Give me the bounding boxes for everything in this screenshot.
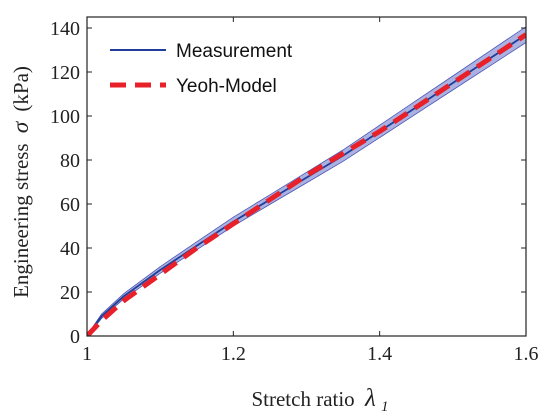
x-tick-label: 1.6 [514, 343, 539, 365]
y-tick-label: 40 [60, 238, 80, 260]
y-tick-label: 100 [50, 106, 80, 128]
legend-label-measurement: Measurement [176, 41, 293, 62]
legend-label-yeoh-model: Yeoh-Model [176, 76, 277, 97]
x-tick-label: 1 [82, 343, 92, 365]
y-tick-label: 140 [50, 18, 80, 40]
x-axis-label-symbol: λ [364, 385, 376, 412]
legend: Measurement Yeoh-Model [110, 41, 293, 97]
axes-frame [86, 16, 527, 337]
x-axis-label-text: Stretch ratio [251, 387, 354, 411]
y-tick-label: 20 [60, 282, 80, 304]
y-tick-label: 80 [60, 150, 80, 172]
y-axis-label-unit: (kPa) [9, 66, 33, 112]
x-axis-label: Stretch ratio λ 1 [251, 385, 388, 415]
y-tick-label: 60 [60, 194, 80, 216]
y-axis-label-symbol: σ [8, 120, 33, 133]
x-axis-label-subscript: 1 [381, 399, 389, 415]
y-tick-label: 120 [50, 62, 80, 84]
y-tick-label: 0 [70, 326, 80, 348]
axis-ticks: 1 1.2 1.4 1.6 0 20 40 60 80 100 120 140 [50, 17, 539, 365]
y-axis-label: Engineering stress σ (kPa) [8, 66, 33, 298]
series-line-yeoh-model [87, 32, 526, 336]
y-axis-label-text: Engineering stress [9, 143, 33, 298]
plot-area [87, 26, 526, 336]
x-tick-label: 1.4 [367, 343, 392, 365]
x-tick-label: 1.2 [221, 343, 246, 365]
